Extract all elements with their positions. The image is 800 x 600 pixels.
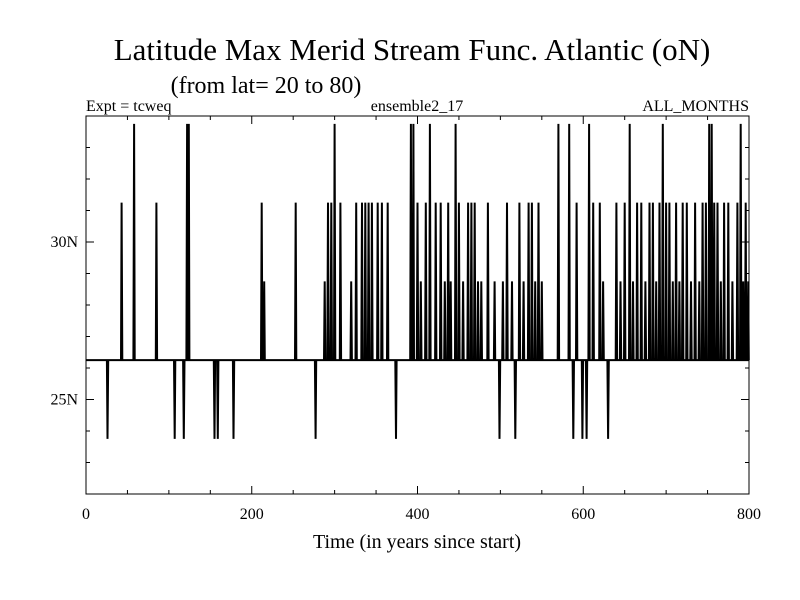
- axis-ticks: [85, 115, 750, 495]
- x-tick-label: 800: [737, 506, 761, 523]
- header-left: Expt = tcweq: [86, 98, 171, 115]
- series-line-0: [86, 123, 750, 439]
- x-axis-label: Time (in years since start): [313, 531, 521, 553]
- x-tick-label: 0: [82, 506, 90, 523]
- x-tick-label: 200: [240, 506, 264, 523]
- header-right: ALL_MONTHS: [642, 98, 749, 115]
- x-tick-label: 600: [571, 506, 595, 523]
- header-center: ensemble2_17: [371, 98, 463, 115]
- x-tick-label: 400: [406, 506, 430, 523]
- y-tick-labels: 25N 30N: [50, 234, 78, 409]
- x-tick-labels: 0 200 400 600 800: [82, 506, 761, 523]
- series-group: [86, 123, 750, 439]
- chart-title: Latitude Max Merid Stream Func. Atlantic…: [114, 32, 711, 67]
- y-tick-label: 30N: [50, 234, 78, 251]
- chart-subtitle: (from lat= 20 to 80): [171, 73, 362, 99]
- y-tick-label: 25N: [50, 392, 78, 409]
